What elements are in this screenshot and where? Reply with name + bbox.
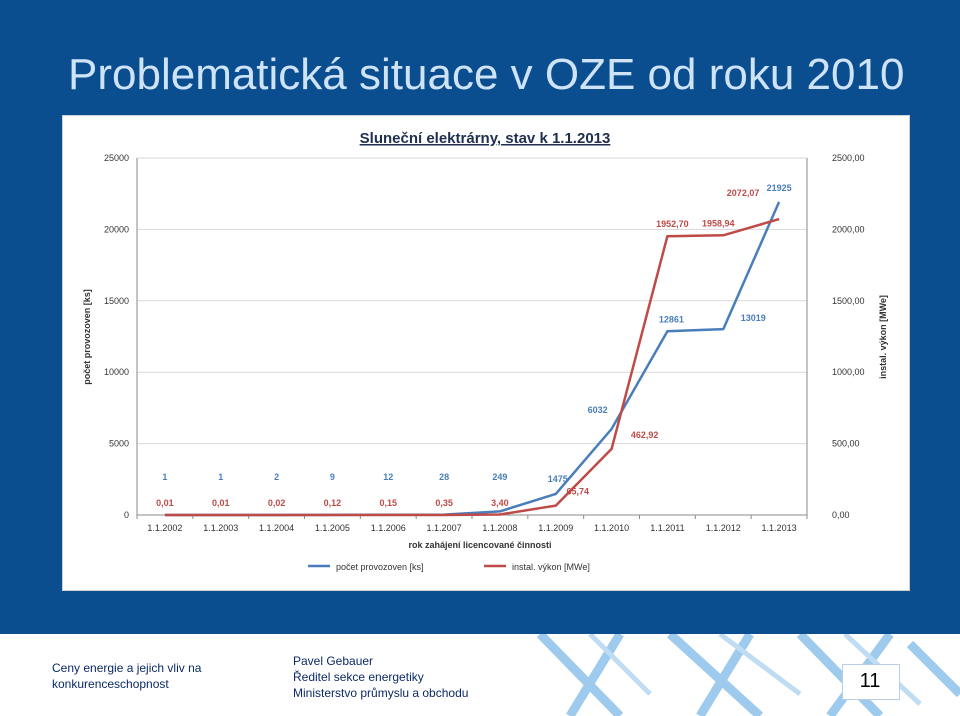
- data-label-count: 1: [162, 472, 167, 482]
- footer-ministry: Ministerstvo průmyslu a obchodu: [293, 686, 469, 700]
- y-tick-label: 20000: [104, 224, 129, 234]
- x-tick-label: 1.1.2002: [147, 523, 182, 533]
- page-number-box: [842, 664, 900, 700]
- x-axis-label: rok zahájení licencované činnosti: [408, 540, 551, 550]
- data-label-power: 0,01: [212, 498, 230, 508]
- data-label-power: 3,40: [491, 498, 509, 508]
- x-tick-label: 1.1.2003: [203, 523, 238, 533]
- data-label-power: 0,02: [268, 498, 286, 508]
- data-label-count: 12: [383, 472, 393, 482]
- legend-label-count: počet provozoven [ks]: [336, 562, 424, 572]
- y-axis-label: počet provozoven [ks]: [82, 289, 92, 385]
- y2-tick-label: 500,00: [832, 439, 860, 449]
- slide-title: Problematická situace v OZE od roku 2010: [68, 50, 905, 99]
- data-label-power: 0,01: [156, 498, 174, 508]
- data-label-count: 28: [439, 472, 449, 482]
- x-tick-label: 1.1.2013: [762, 523, 797, 533]
- x-tick-label: 1.1.2008: [482, 523, 517, 533]
- y-tick-label: 5000: [109, 439, 129, 449]
- footer-role: Ředitel sekce energetiky: [293, 670, 424, 684]
- series-line-power: [164, 217, 780, 517]
- x-tick-label: 1.1.2010: [594, 523, 629, 533]
- x-tick-label: 1.1.2006: [371, 523, 406, 533]
- y2-tick-label: 0,00: [832, 510, 850, 520]
- data-label-count: 1: [218, 472, 223, 482]
- data-label-count: 13019: [741, 313, 766, 323]
- data-label-count: 2: [274, 472, 279, 482]
- data-label-power: 65,74: [566, 487, 589, 497]
- data-label-count: 12861: [659, 314, 684, 324]
- data-label-power: 0,15: [379, 498, 397, 508]
- footer: [0, 634, 960, 716]
- solar-plants-chart: Sluneční elektrárny, stav k 1.1.2013 rok…: [82, 130, 888, 572]
- data-label-count: 1475: [548, 474, 568, 484]
- data-label-count: 21925: [767, 183, 792, 193]
- footer-left-line1: Ceny energie a jejich vliv na: [52, 661, 202, 675]
- y2-tick-label: 2000,00: [832, 224, 865, 234]
- y-tick-label: 15000: [104, 296, 129, 306]
- data-label-power: 2072,07: [727, 188, 760, 198]
- x-tick-label: 1.1.2005: [315, 523, 350, 533]
- data-label-power: 462,92: [631, 430, 659, 440]
- y2-tick-label: 1000,00: [832, 367, 865, 377]
- footer-presentation-title: Ceny energie a jejich vliv na konkurence…: [52, 660, 201, 692]
- y-tick-label: 0: [124, 510, 129, 520]
- y2-tick-label: 2500,00: [832, 153, 865, 163]
- x-tick-label: 1.1.2012: [706, 523, 741, 533]
- data-label-count: 249: [492, 472, 507, 482]
- y2-tick-label: 1500,00: [832, 296, 865, 306]
- data-label-count: 6032: [588, 405, 608, 415]
- footer-author: Pavel Gebauer: [293, 654, 374, 668]
- data-label-power: 1952,70: [656, 219, 689, 229]
- chart-legend: počet provozoven [ks] instal. výkon [MWe…: [308, 562, 590, 572]
- x-tick-label: 1.1.2011: [650, 523, 684, 533]
- legend-label-power: instal. výkon [MWe]: [512, 562, 590, 572]
- data-label-count: 9: [330, 472, 335, 482]
- y-tick-label: 10000: [104, 367, 129, 377]
- series-line-count: [164, 201, 781, 517]
- footer-author-block: Pavel Gebauer Ředitel sekce energetiky M…: [293, 653, 468, 701]
- y-tick-label: 25000: [104, 153, 129, 163]
- chart-title: Sluneční elektrárny, stav k 1.1.2013: [360, 130, 611, 147]
- data-label-power: 1958,94: [702, 218, 735, 228]
- footer-left-line2: konkurenceschopnost: [52, 677, 169, 691]
- page-number: 11: [859, 670, 881, 692]
- x-tick-label: 1.1.2004: [259, 523, 294, 533]
- y2-axis-label: instal. výkon [MWe]: [878, 295, 888, 379]
- data-label-power: 0,35: [435, 498, 453, 508]
- x-tick-label: 1.1.2009: [538, 523, 573, 533]
- x-tick-label: 1.1.2007: [427, 523, 462, 533]
- data-label-power: 0,12: [324, 498, 342, 508]
